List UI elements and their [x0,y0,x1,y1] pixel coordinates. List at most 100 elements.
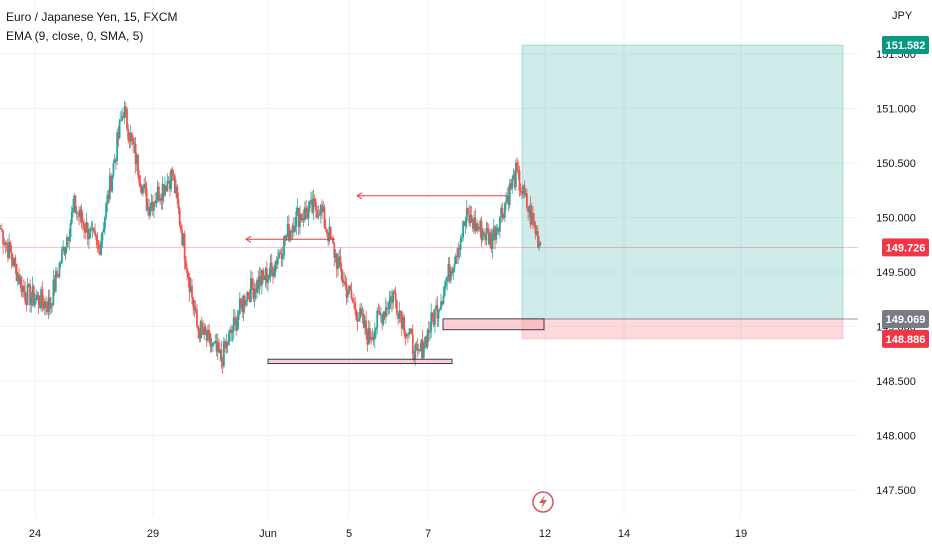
candle-up [236,319,239,331]
candle-up [54,270,57,292]
candle-down [86,222,89,240]
candle-up [232,317,235,332]
candle-down [240,298,242,304]
candle-down [490,232,493,249]
candle-up [440,301,442,310]
candle-up [246,292,249,301]
candle-down [311,199,314,213]
candle-up [68,237,71,241]
candle-up [301,217,304,221]
candle-down [148,206,150,216]
candle-down [122,116,125,118]
candle-down [386,307,388,310]
candle-up [479,220,482,230]
candle-up [19,276,22,284]
drawing-annotations[interactable] [245,192,545,364]
candle-down [220,349,223,361]
candle-down [259,276,262,286]
candle-up [155,200,158,204]
candle-down [230,329,233,333]
candle-up [398,310,401,319]
candle-down [202,329,204,335]
candle-down [391,296,393,303]
candle-down [395,300,398,314]
candle-down [513,174,516,188]
candle-down [42,302,45,309]
position-zones[interactable] [0,44,858,340]
candle-down [344,281,347,285]
candle-down [20,276,23,293]
candle-up [408,332,411,335]
candle-up [89,228,92,239]
candle-down [318,214,321,216]
candle-up [373,330,376,340]
candle-down [327,233,330,242]
candle-down [487,231,490,245]
candle-down [188,277,191,293]
candle-up [199,321,202,339]
candle-up [210,346,213,347]
news-flash-icon[interactable] [532,491,554,513]
candle-down [378,312,381,316]
candle-down [404,332,407,337]
candle-down [134,143,137,165]
candle-down [48,297,51,309]
candle-down [138,175,141,184]
candle-down [525,193,528,208]
candle-up [505,201,507,204]
candle-down [483,231,485,235]
candle-down [539,242,542,245]
candle-up [267,277,269,283]
candle-down [350,290,353,299]
symbol-title[interactable]: Euro / Japanese Yen, 15, FXCM [6,10,178,24]
candle-up [535,230,538,235]
candle-up [36,295,39,298]
candle-up [105,203,108,218]
candle-down [517,170,520,172]
candle-up [334,254,337,258]
candle-down [37,295,40,306]
candle-down [265,268,268,283]
candle-down [362,313,365,328]
candle-up [384,307,387,318]
candle-up [388,299,391,309]
candle-up [454,255,457,265]
candle-up [123,106,126,118]
candle-up [167,180,170,182]
candle-up [337,258,339,269]
candle-up [133,143,136,145]
candle-down [419,349,422,351]
current-price-badge-text: 149.726 [886,242,926,254]
candle-down [501,207,504,215]
indicator-legend[interactable]: EMA (9, close, 0, SMA, 5) [6,29,144,43]
candle-down [172,175,175,176]
candle-down [218,342,220,353]
candle-up [359,308,361,319]
candle-up [485,228,488,241]
candle-down [247,292,250,297]
candle-up [79,209,82,217]
candle-up [40,289,42,309]
candle-up [500,207,503,218]
candle-up [269,262,272,276]
candle-down [476,223,479,229]
candle-up [264,268,267,280]
candle-up [256,280,258,293]
candle-down [176,186,179,200]
candle-up [445,281,447,287]
time-axis[interactable]: 24 29 Jun 5 7 12 14 19 [29,528,747,540]
candle-down [324,227,327,230]
candle-down [18,274,20,284]
candle-up [303,207,306,221]
candle-down [38,305,41,309]
candle-up [135,154,138,165]
entry-price-badge-text: 149.069 [886,314,926,326]
candle-down [340,268,343,280]
candle-up [238,298,241,315]
candle-up [47,297,50,312]
candle-down [302,217,305,221]
candle-down [254,288,257,293]
price-axis[interactable]: 147.500148.000148.500149.000149.500150.0… [876,49,916,497]
